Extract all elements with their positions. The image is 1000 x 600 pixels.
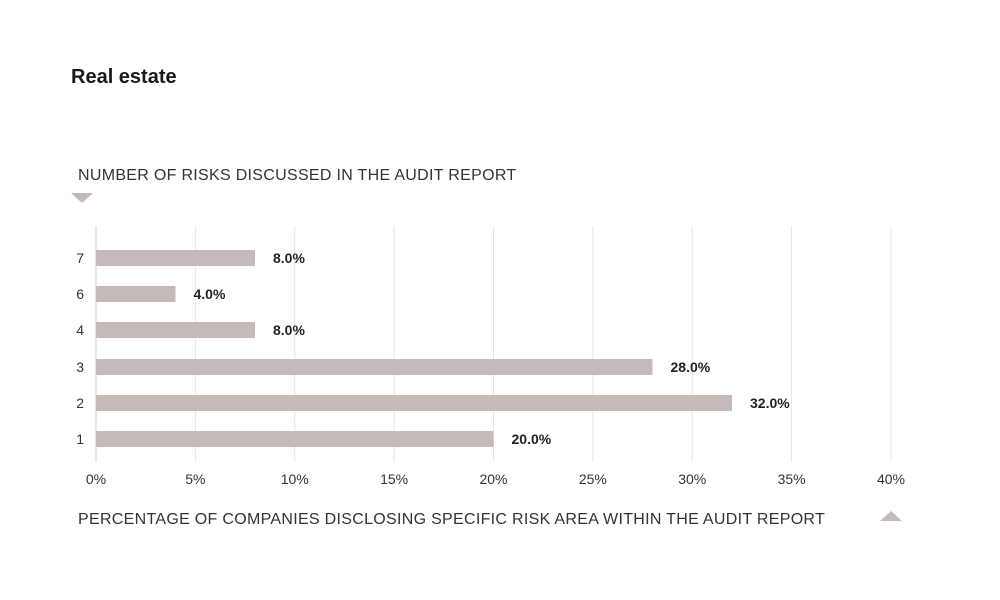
x-tick-label: 20% [479,471,507,487]
bar [96,286,176,302]
x-tick-label: 30% [678,471,706,487]
y-tick-label: 6 [76,286,84,302]
bar [96,359,653,375]
x-tick-label: 15% [380,471,408,487]
bar [96,250,255,266]
y-tick-label: 2 [76,395,84,411]
chart-title: Real estate [71,66,177,88]
x-tick-label: 10% [281,471,309,487]
bar [96,322,255,338]
x-tick-label: 40% [877,471,905,487]
x-axis-label: PERCENTAGE OF COMPANIES DISCLOSING SPECI… [78,511,826,528]
x-tick-label: 25% [579,471,607,487]
data-label: 32.0% [750,395,790,411]
y-tick-label: 4 [76,322,84,338]
data-label: 20.0% [512,431,552,447]
y-tick-label: 1 [76,431,84,447]
x-tick-label: 35% [778,471,806,487]
data-label: 8.0% [273,250,305,266]
bar [96,395,732,411]
data-label: 28.0% [671,359,711,375]
x-tick-label: 0% [86,471,106,487]
triangle-down-icon [71,193,93,203]
data-label: 8.0% [273,322,305,338]
data-label: 4.0% [194,286,226,302]
x-tick-label: 5% [185,471,205,487]
y-tick-label: 3 [76,359,84,375]
triangle-up-icon [880,511,902,521]
y-tick-label: 7 [76,250,84,266]
y-axis-label: NUMBER OF RISKS DISCUSSED IN THE AUDIT R… [78,167,517,184]
bar [96,431,494,447]
